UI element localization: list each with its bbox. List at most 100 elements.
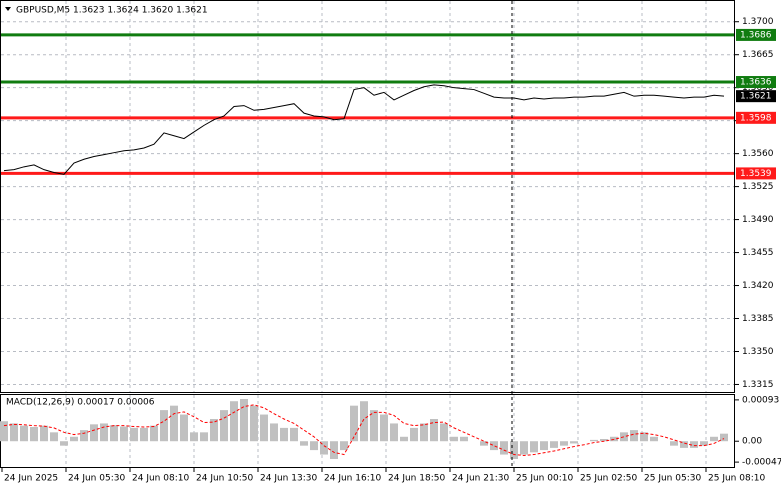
y-tick-label: 0.00 <box>742 437 762 447</box>
level-label-box <box>736 111 776 124</box>
macd-bar <box>210 419 218 442</box>
y-tick-label: 1.3525 <box>742 182 774 192</box>
y-tick-label: 1.3630 <box>742 83 774 93</box>
price-line <box>3 84 725 175</box>
macd-bar <box>200 432 208 442</box>
current-price-label: 1.3621 <box>740 92 772 102</box>
x-tick-label: 25 Jun 05:30 <box>644 474 701 484</box>
macd-title: MACD(12,26,9) 0.00017 0.00006 <box>6 398 155 408</box>
macd-bar <box>490 441 498 451</box>
y-tick-label: 1.3385 <box>742 314 774 324</box>
x-tick-label: 25 Jun 08:10 <box>708 474 765 484</box>
macd-bar <box>680 441 688 448</box>
macd-bar <box>410 427 418 442</box>
level-label-box <box>736 28 776 41</box>
macd-bar <box>560 441 568 446</box>
level-label: 1.3686 <box>740 30 772 40</box>
macd-bar <box>130 427 138 442</box>
y-tick-label: 1.3350 <box>742 347 774 357</box>
macd-bar <box>420 423 428 442</box>
macd-bar <box>670 441 678 446</box>
signal-line <box>3 404 725 456</box>
y-tick-label: 1.3560 <box>742 149 774 159</box>
y-tick-label: 1.3665 <box>742 50 774 60</box>
macd-bar <box>630 430 638 442</box>
macd-bar <box>50 432 58 442</box>
level-label: 1.3539 <box>740 169 772 179</box>
macd-bar <box>280 427 288 442</box>
macd-bar <box>90 424 98 442</box>
x-tick-label: 24 Jun 05:30 <box>68 474 125 484</box>
macd-bar <box>190 432 198 442</box>
macd-bar <box>400 436 408 442</box>
x-tick-label: 24 Jun 13:30 <box>260 474 317 484</box>
x-tick-label: 25 Jun 02:50 <box>580 474 637 484</box>
macd-bar <box>520 441 528 455</box>
x-tick-label: 24 Jun 21:30 <box>452 474 509 484</box>
macd-bar <box>220 410 228 442</box>
macd-bar <box>230 401 238 442</box>
macd-bar <box>690 441 698 448</box>
macd-bar <box>140 427 148 442</box>
macd-bar <box>480 441 488 446</box>
macd-bar <box>60 441 68 446</box>
macd-bar <box>550 441 558 448</box>
macd-bar <box>160 410 168 442</box>
y-tick-label: -0.00047 <box>742 458 781 468</box>
macd-bar <box>40 425 48 442</box>
macd-bar <box>30 427 38 442</box>
macd-bar <box>170 405 178 442</box>
macd-bar <box>430 419 438 442</box>
y-tick-label: 1.3700 <box>742 17 774 27</box>
macd-bar <box>500 441 508 455</box>
macd-bar <box>720 433 728 442</box>
x-tick-label: 24 Jun 2025 <box>4 474 58 484</box>
macd-bar <box>260 414 268 442</box>
y-tick-label: 0.00093 <box>742 395 779 405</box>
macd-bar <box>110 425 118 442</box>
y-tick-label: 1.3315 <box>742 380 774 390</box>
macd-bar <box>290 427 298 442</box>
macd-bar <box>360 401 368 442</box>
x-tick-label: 24 Jun 16:10 <box>324 474 381 484</box>
macd-bar <box>600 439 608 442</box>
macd-bar <box>250 405 258 442</box>
x-tick-label: 25 Jun 00:10 <box>516 474 573 484</box>
level-label-box <box>736 76 776 89</box>
macd-bar <box>320 441 328 455</box>
macd-bar <box>700 441 708 446</box>
macd-bar <box>380 414 388 442</box>
macd-bar <box>570 441 578 444</box>
price-panel <box>0 0 735 393</box>
macd-bar <box>20 425 28 442</box>
macd-bar <box>460 436 468 442</box>
macd-bar <box>440 423 448 442</box>
y-tick-label: 1.3420 <box>742 281 774 291</box>
macd-bar <box>70 436 78 442</box>
macd-bar <box>150 425 158 442</box>
macd-bar <box>100 423 108 442</box>
x-tick-label: 24 Jun 10:50 <box>196 474 253 484</box>
macd-bar <box>390 423 398 442</box>
y-tick-label: 1.3490 <box>742 215 774 225</box>
macd-bar <box>300 441 308 446</box>
macd-bar <box>330 441 338 459</box>
macd-bar <box>590 439 598 442</box>
macd-bar <box>370 410 378 442</box>
macd-bar <box>640 432 648 442</box>
macd-bar <box>710 436 718 442</box>
macd-bar <box>310 441 318 451</box>
macd-bar <box>270 423 278 442</box>
macd-bar <box>240 399 248 442</box>
level-label-box <box>736 167 776 180</box>
menu-triangle <box>5 7 11 11</box>
level-label: 1.3598 <box>740 113 772 123</box>
x-tick-label: 24 Jun 18:50 <box>388 474 445 484</box>
macd-bar <box>0 421 8 442</box>
macd-bar <box>340 441 348 451</box>
macd-bar <box>120 426 128 442</box>
macd-bar <box>80 430 88 442</box>
macd-bar <box>540 441 548 451</box>
macd-bar <box>530 441 538 453</box>
